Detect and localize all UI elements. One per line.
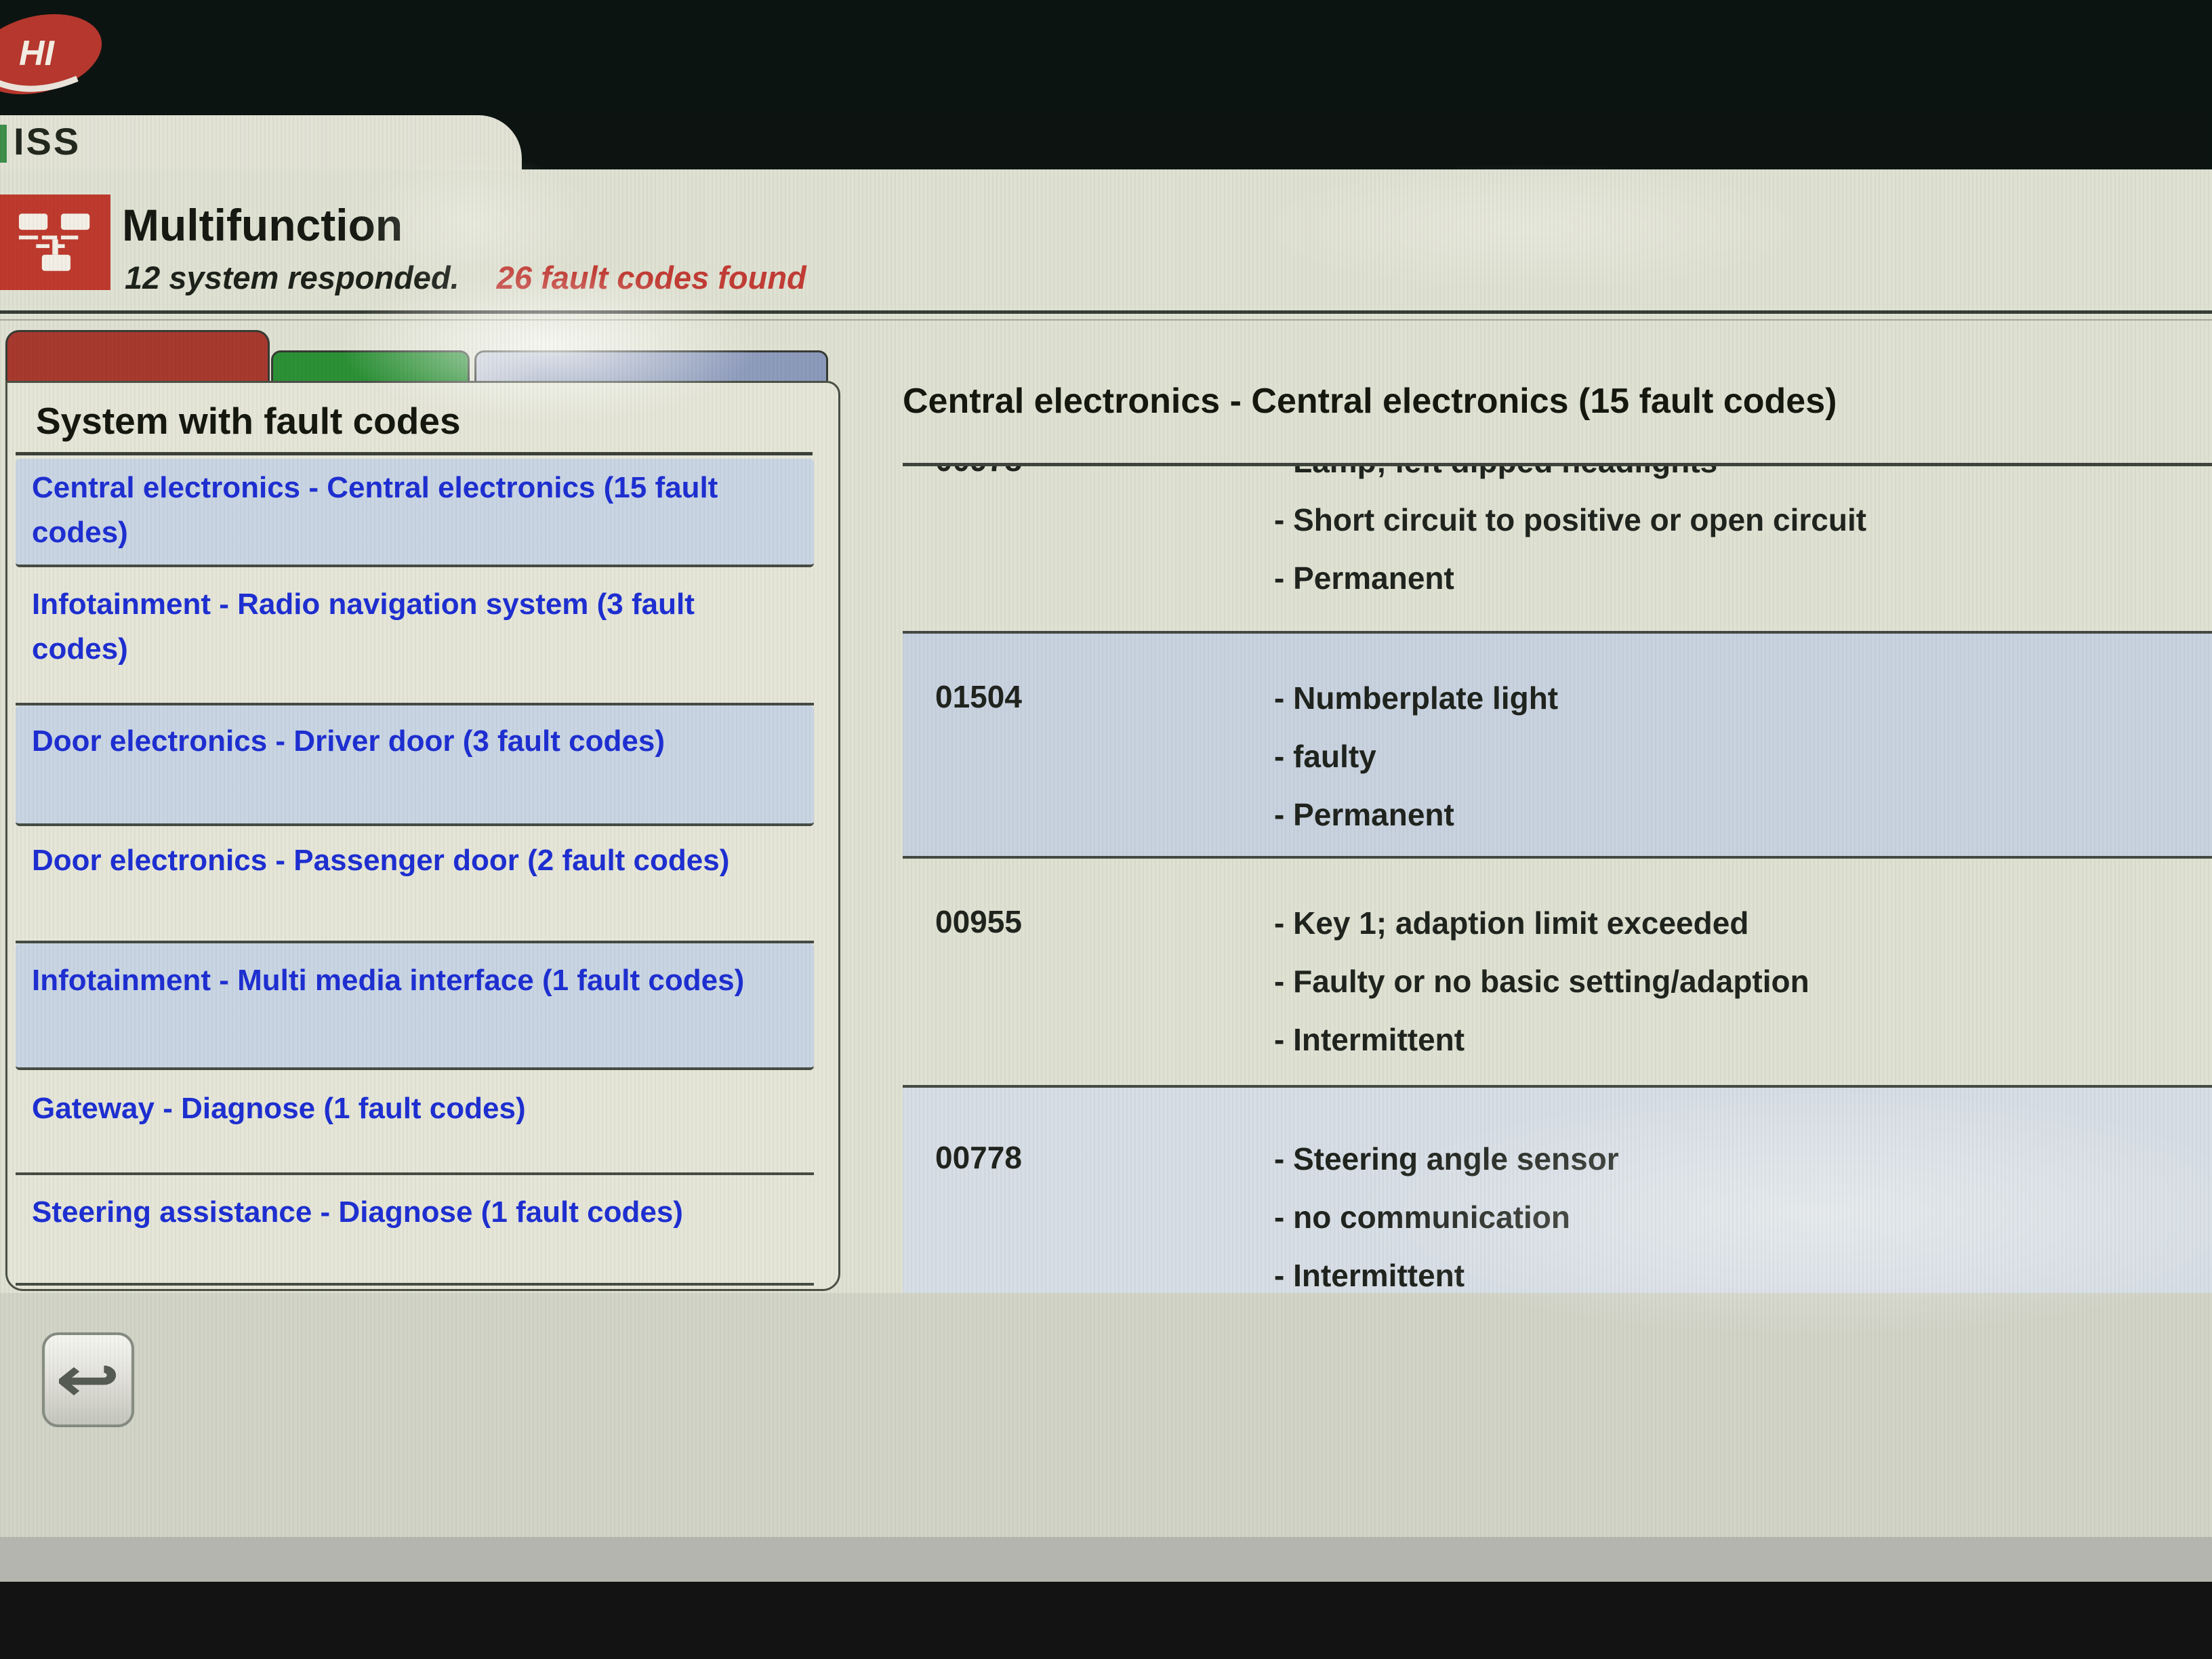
fault-code-row: 00955 - Key 1; adaption limit exceeded -… [903, 859, 2212, 1088]
fault-line: - Lamp; left dipped headlights [1274, 466, 2212, 491]
fault-code-row: 00778 - Steering angle sensor - no commu… [903, 1088, 2212, 1296]
header-divider-shadow [0, 319, 2212, 321]
iss-tab: ISS [0, 115, 522, 171]
fault-line: - Numberplate light [1274, 680, 1559, 716]
system-list-item-radio-navigation[interactable]: Infotainment - Radio navigation system (… [16, 567, 814, 705]
svg-text:HI: HI [19, 34, 56, 73]
fault-line: - Short circuit to positive or open circ… [1274, 502, 1867, 537]
screen: Multifunction 12 system responded. 26 fa… [0, 169, 2212, 1537]
system-list-title: System with fault codes [36, 400, 461, 442]
brand-logo: HI [0, 14, 102, 95]
iss-label: ISS [14, 120, 81, 163]
fault-code: 00955 [935, 904, 1022, 939]
page-title: Multifunction [122, 200, 403, 250]
fault-code-row: 00978 - Lamp; left dipped headlights - S… [903, 466, 2212, 634]
multifunction-panel-icon [0, 194, 110, 290]
green-marker-icon [0, 125, 7, 163]
system-list: Central electronics - Central electronic… [7, 459, 838, 1286]
fault-line: - Key 1; adaption limit exceeded [1274, 905, 1749, 941]
bottom-bezel [0, 1582, 2212, 1659]
system-list-item-multi-media[interactable]: Infotainment - Multi media interface (1 … [16, 943, 814, 1070]
system-list-item-central-electronics[interactable]: Central electronics - Central electronic… [16, 459, 814, 567]
fault-line: - Faulty or no basic setting/adaption [1274, 964, 1809, 999]
system-list-item-steering-assistance[interactable]: Steering assistance - Diagnose (1 fault … [16, 1175, 814, 1286]
back-arrow-icon: ↩ [55, 1343, 121, 1416]
footer-strip [0, 1293, 2212, 1537]
fault-line: - Permanent [1274, 560, 1454, 596]
tab-fault-codes[interactable] [5, 330, 270, 381]
systems-responded-text: 12 system responded. [125, 260, 459, 295]
header-divider [0, 310, 2212, 314]
laptop-hinge [0, 1537, 2212, 1582]
system-list-panel: System with fault codes Central electron… [5, 381, 840, 1291]
fault-detail-title: Central electronics - Central electronic… [903, 382, 1837, 421]
fault-line: - Intermittent [1274, 1022, 1465, 1057]
system-list-item-driver-door[interactable]: Door electronics - Driver door (3 fault … [16, 705, 814, 826]
fault-count-text: 26 fault codes found [496, 260, 806, 295]
fault-line: - no communication [1274, 1200, 1570, 1235]
tab-green[interactable] [271, 350, 470, 381]
fault-code: 00978 [903, 466, 1274, 631]
fault-list-viewport[interactable]: 00978 - Lamp; left dipped headlights - S… [903, 463, 2212, 1296]
fault-line: - Intermittent [1274, 1258, 1465, 1293]
fault-code: 01504 [935, 679, 1022, 714]
fault-code: 00778 [935, 1140, 1022, 1175]
system-list-item-gateway[interactable]: Gateway - Diagnose (1 fault codes) [16, 1070, 814, 1175]
system-list-item-passenger-door[interactable]: Door electronics - Passenger door (2 fau… [16, 826, 814, 943]
tab-blue[interactable] [474, 350, 828, 381]
back-button[interactable]: ↩ [42, 1332, 134, 1427]
fault-code-row: 01504 - Numberplate light - faulty - Per… [903, 634, 2212, 859]
fault-line: - Permanent [1274, 797, 1454, 832]
title-divider [16, 452, 813, 455]
hierarchy-icon [18, 213, 90, 271]
fault-line: - Steering angle sensor [1274, 1141, 1619, 1176]
page-subtitle: 12 system responded. 26 fault codes foun… [125, 259, 806, 296]
fault-line: - faulty [1274, 739, 1376, 774]
